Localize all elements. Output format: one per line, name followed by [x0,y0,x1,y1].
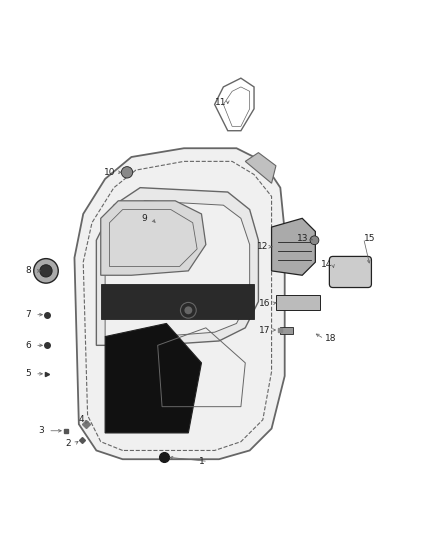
Polygon shape [101,201,206,275]
Circle shape [310,236,319,245]
Text: 10: 10 [104,168,115,177]
Polygon shape [74,148,285,459]
Text: 6: 6 [25,341,32,350]
Text: 5: 5 [25,369,32,378]
Text: 18: 18 [325,334,336,343]
Circle shape [40,265,52,277]
Polygon shape [105,324,201,433]
Text: 4: 4 [78,415,84,424]
Text: 15: 15 [364,233,376,243]
Circle shape [184,306,192,314]
Polygon shape [96,188,258,345]
Polygon shape [280,327,293,334]
Polygon shape [105,201,250,336]
Text: 16: 16 [259,299,271,308]
Text: 11: 11 [215,98,227,107]
Text: 7: 7 [25,310,32,319]
FancyBboxPatch shape [329,256,371,287]
Text: 13: 13 [297,233,308,243]
Polygon shape [272,219,315,275]
Text: 1: 1 [198,457,205,466]
Polygon shape [245,152,276,183]
Circle shape [34,259,58,283]
Text: 14: 14 [321,260,332,269]
Text: 12: 12 [257,243,268,251]
Text: 2: 2 [65,439,71,448]
Text: 3: 3 [39,426,45,435]
Polygon shape [101,284,254,319]
Polygon shape [276,295,320,310]
Text: 8: 8 [25,266,32,276]
Circle shape [121,167,133,178]
Text: 17: 17 [259,326,271,335]
Text: 9: 9 [141,214,148,223]
